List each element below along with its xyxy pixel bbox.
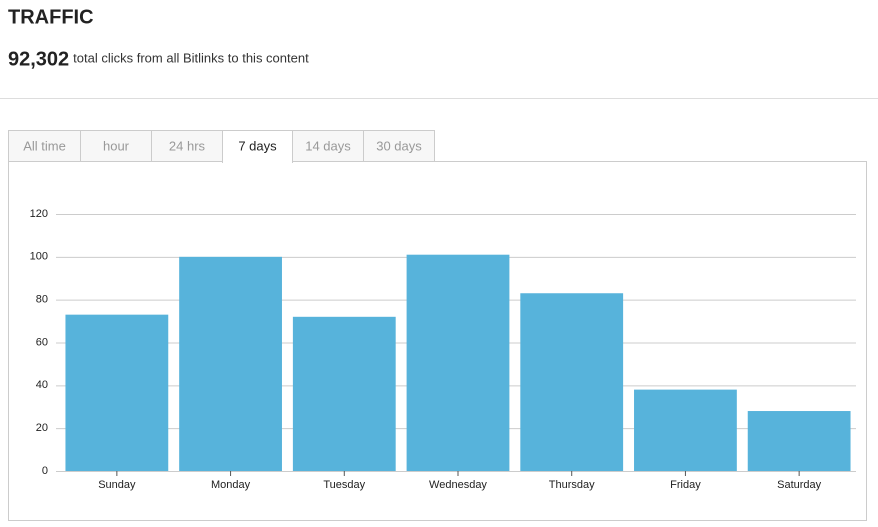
tab-background xyxy=(80,130,152,162)
y-tick-label: 40 xyxy=(36,379,48,391)
bar xyxy=(520,293,624,471)
x-tick-label: Sunday xyxy=(98,479,136,491)
y-tick-label: 100 xyxy=(30,251,48,263)
total-clicks: 92,302 xyxy=(8,48,69,70)
x-tick-label: Saturday xyxy=(777,479,822,491)
tab[interactable]: 30 days xyxy=(363,130,435,162)
bar xyxy=(65,314,169,471)
tab-label[interactable]: 30 days xyxy=(376,138,422,153)
x-tick-label: Tuesday xyxy=(323,479,365,491)
tab-label[interactable]: 7 days xyxy=(238,138,277,153)
section-title: TRAFFIC xyxy=(8,6,94,28)
bar xyxy=(292,316,396,471)
tab[interactable]: hour xyxy=(80,130,152,162)
x-tick-label: Thursday xyxy=(549,479,595,491)
tab-label[interactable]: 24 hrs xyxy=(169,138,206,153)
bar xyxy=(179,256,282,471)
tab-label[interactable]: All time xyxy=(23,138,66,153)
tab-label[interactable]: hour xyxy=(103,138,130,153)
y-tick-label: 0 xyxy=(42,465,48,477)
tab[interactable]: 14 days xyxy=(292,130,364,162)
total-caption: total clicks from all Bitlinks to this c… xyxy=(73,50,309,65)
tab-cover xyxy=(223,158,292,163)
y-tick-label: 60 xyxy=(36,336,48,348)
y-tick-label: 120 xyxy=(30,208,48,220)
tab-background xyxy=(8,130,81,162)
tab[interactable]: All time xyxy=(8,130,81,162)
x-tick-label: Wednesday xyxy=(429,479,487,491)
bar xyxy=(634,389,737,471)
tab-bar: All time hour 24 hrs 7 days 14 days 30 days xyxy=(8,130,435,164)
tab-background xyxy=(292,130,364,162)
y-tick-label: 20 xyxy=(36,422,48,434)
x-tick-label: Monday xyxy=(211,479,251,491)
x-tick-label: Friday xyxy=(670,479,701,491)
tab[interactable]: 7 days xyxy=(222,130,293,164)
bar xyxy=(747,411,851,471)
bar xyxy=(406,254,510,471)
y-tick-label: 80 xyxy=(36,294,48,306)
tab-background xyxy=(363,130,435,162)
tab[interactable]: 24 hrs xyxy=(151,130,223,162)
chart: 0 20 40 60 80 100 120 Sunday Monday Tuesday Wednes… xyxy=(30,208,856,491)
tab-label[interactable]: 14 days xyxy=(305,138,351,153)
